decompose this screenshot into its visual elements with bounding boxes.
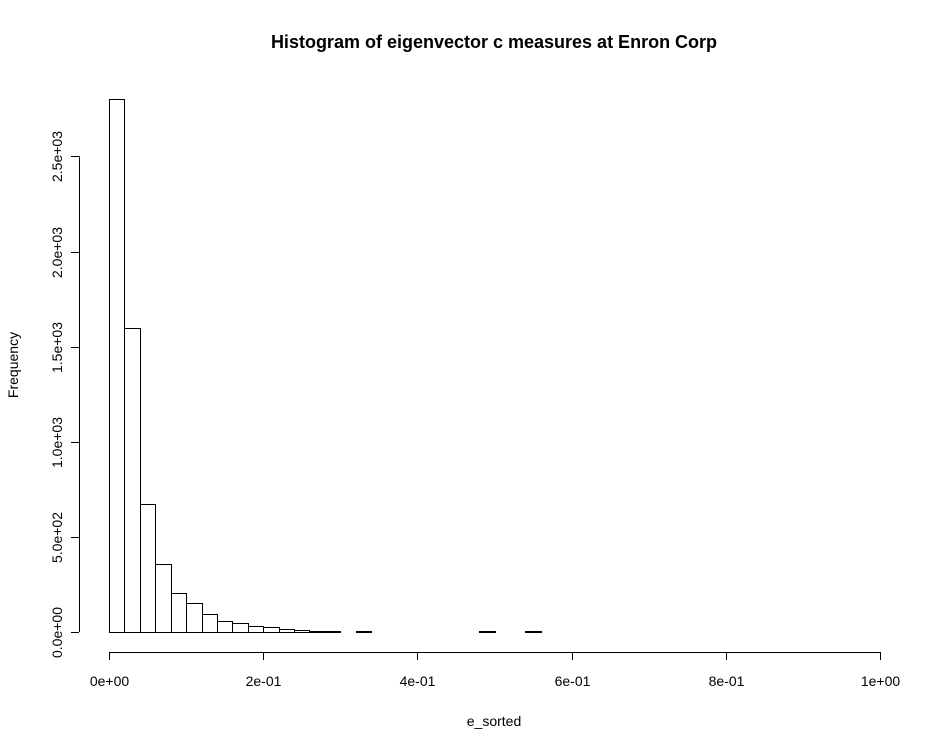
y-tick-label: 2.5e+03 (49, 131, 65, 182)
x-tick-label: 4e-01 (400, 673, 436, 689)
histogram-bar (140, 504, 156, 633)
histogram-bar (155, 564, 172, 633)
histogram-bar (186, 603, 203, 633)
y-axis-label: Frequency (5, 332, 21, 398)
x-axis: 0e+00 2e-01 4e-01 6e-01 8e-01 1e+00 (90, 652, 901, 689)
y-tick-label: 1.0e+03 (49, 417, 65, 468)
histogram-bar (217, 621, 233, 633)
histogram-bar (294, 630, 310, 633)
x-tick-label: 2e-01 (246, 673, 282, 689)
histogram-bar (309, 631, 326, 633)
histogram-bar (479, 631, 496, 633)
x-tick-label: 8e-01 (709, 673, 745, 689)
histogram-bar (263, 627, 280, 633)
x-tick-label: 1e+00 (861, 673, 901, 689)
x-axis-label: e_sorted (467, 713, 521, 729)
histogram-bar (109, 99, 125, 633)
histogram-bar (525, 631, 542, 633)
histogram-bar (124, 328, 141, 633)
y-axis: 0.0e+00 5.0e+02 1.0e+03 1.5e+03 2.0e+03 2.5e+… (49, 131, 80, 658)
histogram-bar (248, 626, 264, 633)
histogram-bar (356, 631, 372, 633)
histogram-bar (325, 631, 341, 633)
histogram-bar (279, 629, 295, 633)
x-tick-label: 6e-01 (555, 673, 591, 689)
bars-group (109, 99, 542, 633)
histogram-bar (202, 614, 218, 633)
x-tick-label: 0e+00 (90, 673, 130, 689)
y-tick-label: 0.0e+00 (49, 607, 65, 658)
histogram-bar (232, 623, 249, 633)
chart-title: Histogram of eigenvector c measures at E… (271, 32, 717, 52)
histogram-bar (171, 593, 187, 633)
y-tick-label: 5.0e+02 (49, 512, 65, 563)
y-tick-label: 2.0e+03 (49, 227, 65, 278)
y-tick-label: 1.5e+03 (49, 322, 65, 373)
